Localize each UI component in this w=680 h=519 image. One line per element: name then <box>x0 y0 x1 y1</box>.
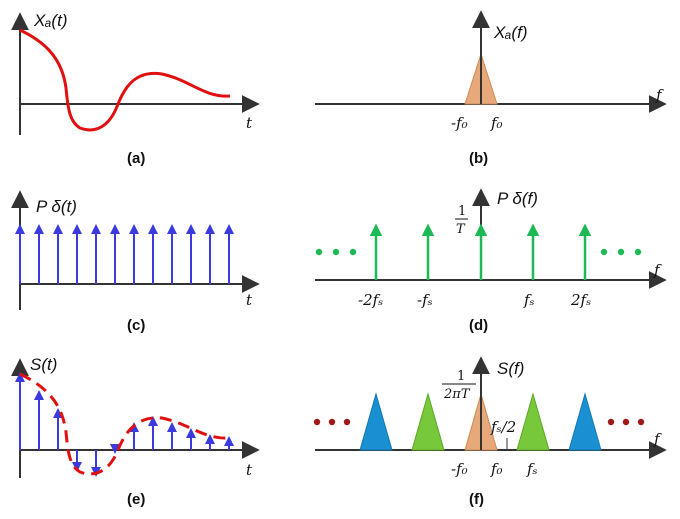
panel-f-half-label: fₛ/2 <box>490 418 516 436</box>
panel-f-height-num: 1 <box>457 369 465 384</box>
panel-f-replica-green-left <box>411 392 445 451</box>
panel-f-title: S(f) <box>497 359 524 378</box>
panel-a: Xₐ(t) t (a) <box>10 11 260 167</box>
panel-d-left-ellipsis <box>315 248 357 256</box>
panel-d-tick: -2fₛ <box>358 291 383 309</box>
panel-b-tick-neg: -f₀ <box>451 114 468 132</box>
panel-b: Xₐ(f) f -f₀ f₀ (b) <box>315 10 667 167</box>
panel-a-title: Xₐ(t) <box>33 11 67 30</box>
panel-d: 1 T P δ(f) f -2fₛ -fₛ fₛ 2fₛ (d) <box>315 188 667 334</box>
panel-f-caption: (f) <box>469 491 484 508</box>
panel-f-replica-blue-left <box>359 392 393 451</box>
panel-c-impulse-train <box>15 224 234 284</box>
panel-c: P δ(t) t (c) <box>10 190 260 334</box>
panel-e-caption: (e) <box>127 491 145 508</box>
panel-f: 1 2πT S(f) fₛ/2 f -f₀ f₀ fₛ (f) <box>313 356 667 508</box>
panel-e-sample-impulses <box>15 372 234 477</box>
panel-b-caption: (b) <box>469 150 488 167</box>
panel-e-title: S(t) <box>30 355 57 374</box>
panel-f-replica-blue-right <box>568 392 602 451</box>
panel-f-tick-pos: f₀ <box>490 460 503 478</box>
panel-f-height-den: 2πT <box>443 387 471 402</box>
panel-b-axis-label: f <box>655 86 664 104</box>
panel-b-tick-pos: f₀ <box>490 114 503 132</box>
panel-a-signal-curve <box>19 28 231 132</box>
panel-f-replica-green-right <box>516 392 550 451</box>
panel-e: S(t) t (e) <box>10 355 260 508</box>
panel-d-tick: fₛ <box>523 291 535 309</box>
panel-f-left-ellipsis <box>313 418 351 426</box>
panel-d-height-den: T <box>456 222 466 237</box>
panel-d-title: P δ(f) <box>497 189 538 208</box>
panel-b-title: Xₐ(f) <box>493 23 527 42</box>
panel-d-right-ellipsis <box>600 248 642 256</box>
panel-d-tick: -fₛ <box>417 291 433 309</box>
panel-e-envelope-curve <box>19 372 231 476</box>
panel-a-axis-label: t <box>246 114 253 132</box>
panel-c-caption: (c) <box>127 317 145 334</box>
panel-f-right-ellipsis <box>607 418 645 426</box>
panel-c-title: P δ(t) <box>36 197 77 216</box>
panel-d-tick: 2fₛ <box>570 291 591 309</box>
panel-a-caption: (a) <box>127 150 145 167</box>
panel-f-tick-neg: -f₀ <box>451 460 468 478</box>
panel-d-caption: (d) <box>469 317 488 334</box>
panel-c-axis-label: t <box>246 291 253 309</box>
panel-d-axis-label: f <box>653 261 662 279</box>
panel-d-height-num: 1 <box>458 204 466 219</box>
panel-f-axis-label: f <box>653 430 662 448</box>
panel-f-tick-fs: fₛ <box>526 460 538 478</box>
panel-e-axis-label: t <box>246 461 253 479</box>
